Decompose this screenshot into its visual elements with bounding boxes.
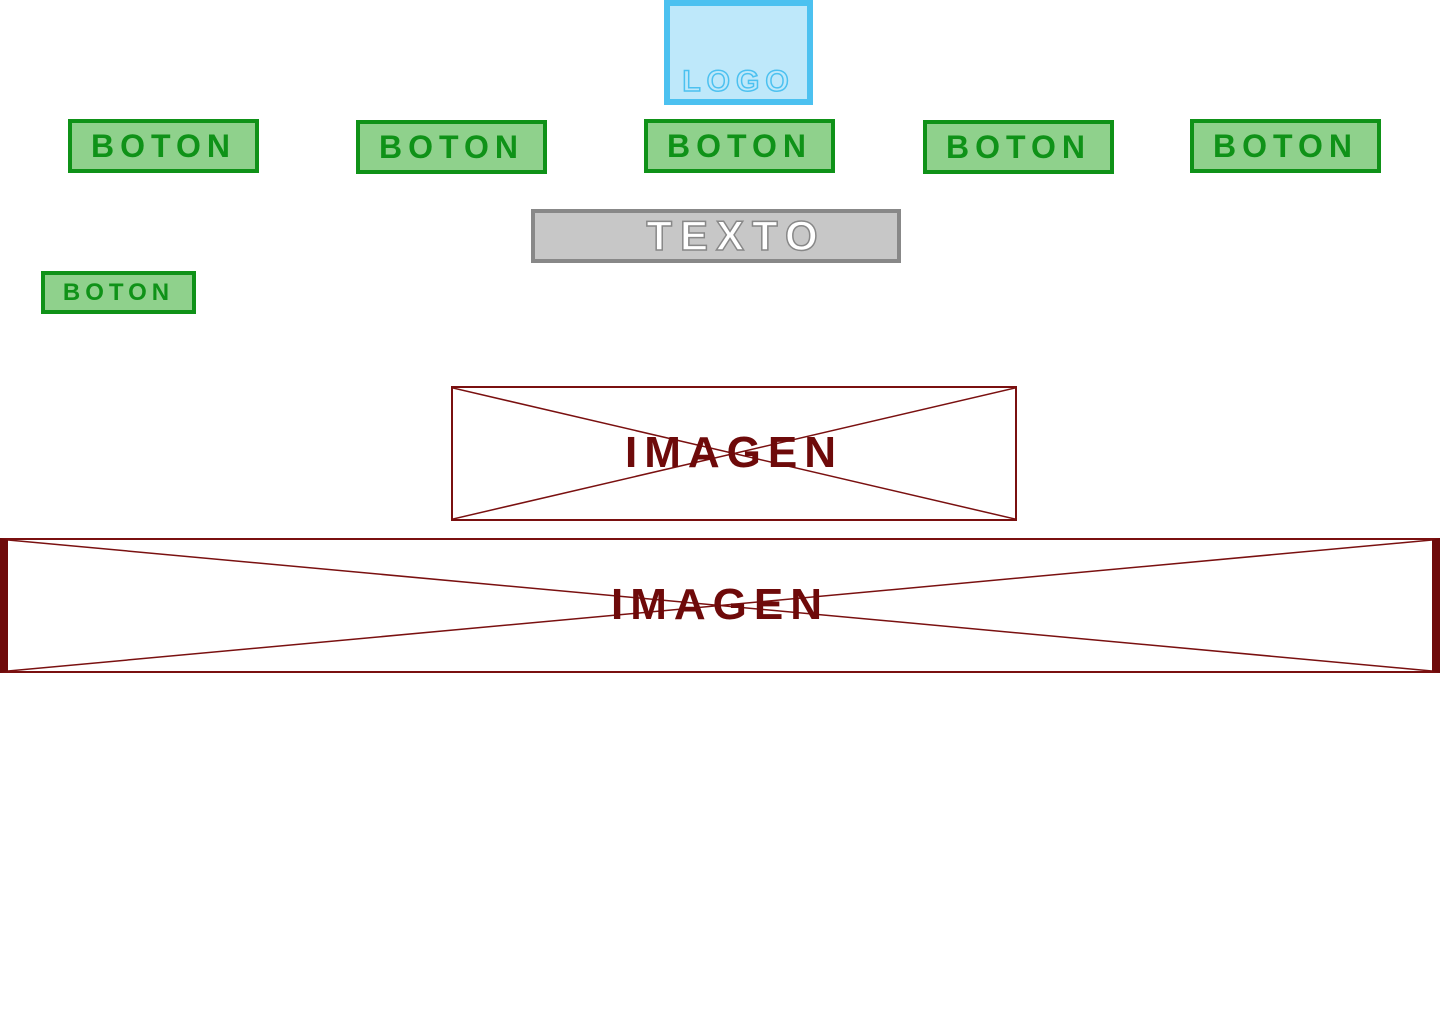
nav-button-4[interactable]: BOTON <box>923 120 1114 174</box>
banner-image-placeholder: IMAGEN <box>0 538 1440 673</box>
nav-button-label: BOTON <box>379 129 524 165</box>
nav-button-5[interactable]: BOTON <box>1190 119 1381 173</box>
logo-label: LOGO <box>682 65 795 98</box>
text-block-label: TEXTO <box>646 212 826 259</box>
image-label: IMAGEN <box>611 580 829 629</box>
nav-button-label: BOTON <box>1213 128 1358 164</box>
nav-button-3[interactable]: BOTON <box>644 119 835 173</box>
nav-button-label: BOTON <box>946 129 1091 165</box>
nav-button-label: BOTON <box>667 128 812 164</box>
image-label: IMAGEN <box>625 428 843 477</box>
side-button-label: BOTON <box>62 278 175 306</box>
image-placeholder: IMAGEN <box>451 386 1017 521</box>
nav-button-2[interactable]: BOTON <box>356 120 547 174</box>
nav-button-1[interactable]: BOTON <box>68 119 259 173</box>
image-placeholder-cross-icon <box>8 540 1432 671</box>
image-placeholder-cross-icon <box>453 388 1015 519</box>
side-button[interactable]: BOTON <box>41 271 196 314</box>
text-block: TEXTO <box>531 209 901 263</box>
nav-button-label: BOTON <box>91 128 236 164</box>
logo[interactable]: LOGO <box>664 0 813 105</box>
